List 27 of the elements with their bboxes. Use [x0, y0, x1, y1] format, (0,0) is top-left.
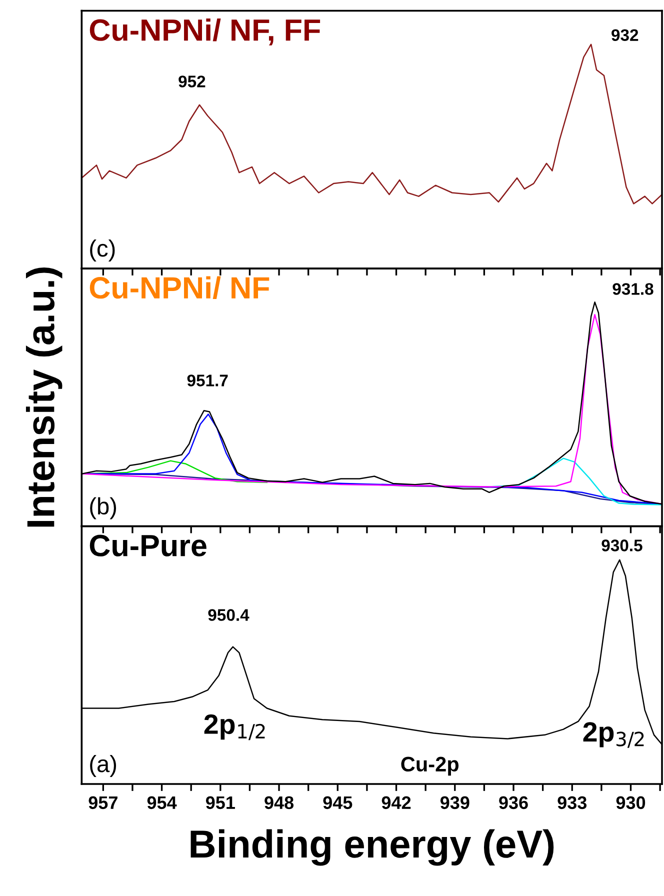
x-tick-label: 942 — [382, 796, 411, 810]
text: 931.8 — [612, 283, 654, 295]
annotation: (a) — [90, 754, 116, 777]
annotation: (b) — [90, 497, 116, 520]
annotation: 951.7 — [187, 374, 228, 386]
text: 932 — [612, 29, 638, 42]
x-tick-label: 933 — [558, 796, 587, 810]
x-axis-title: Binding energy (eV) — [190, 829, 554, 866]
x-tick-label: 948 — [264, 796, 294, 810]
y-axis-title: Intensity (a.u.) — [26, 267, 62, 527]
chart-title: Cu-NPNi/ NF, FF — [90, 18, 320, 46]
x-tick-label: 945 — [323, 796, 352, 810]
x-tick-label: 939 — [440, 796, 470, 810]
x-tick-label: 930 — [616, 796, 646, 810]
x-tick-label: 951 — [206, 796, 235, 810]
annotation: Cu-2p — [401, 756, 459, 776]
chart-title: Cu-Pure — [90, 534, 206, 556]
annotation: 2p$_{3/2}$ — [583, 722, 644, 748]
annotation: 950.4 — [208, 609, 250, 621]
annotation: 952 — [178, 76, 206, 88]
x-tick-label: 957 — [88, 796, 118, 810]
annotation: (c) — [90, 239, 115, 262]
annotation: 2p$_{1/2}$ — [204, 714, 265, 740]
text: 930.5 — [602, 540, 642, 552]
chart-title: Cu-NPNi/ NF — [90, 276, 270, 299]
x-tick-label: 936 — [499, 796, 528, 810]
x-tick-label: 954 — [147, 796, 177, 810]
